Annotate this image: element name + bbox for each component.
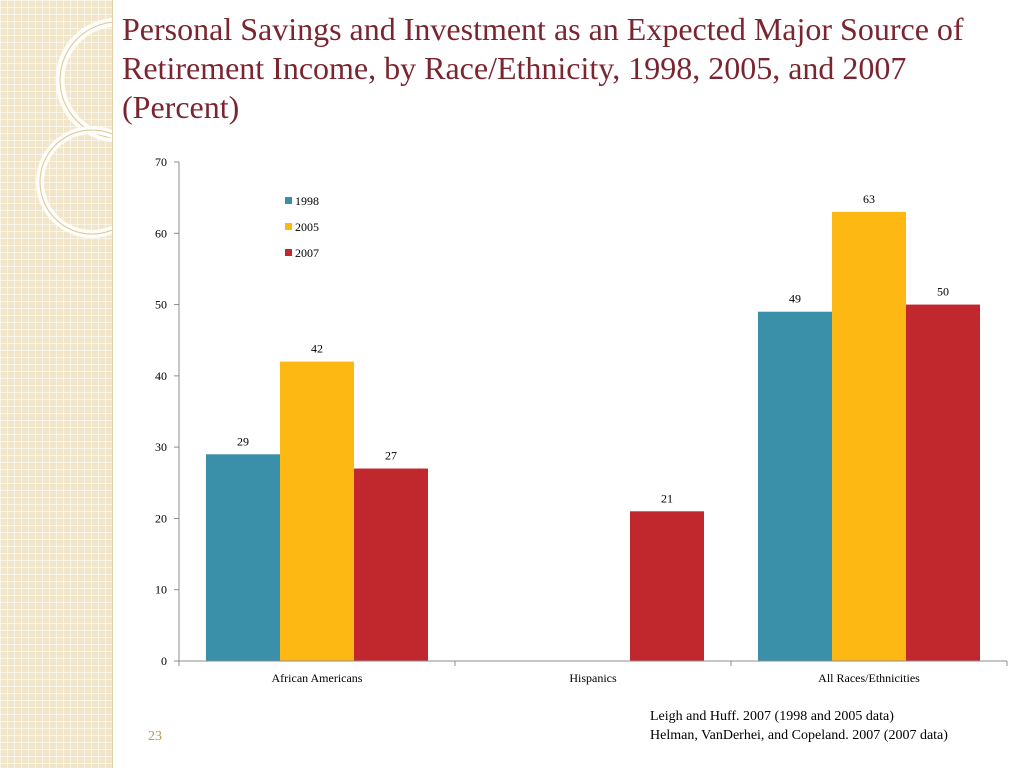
data-label: 21 [661, 491, 673, 505]
page-number: 23 [148, 729, 162, 744]
legend-label: 1998 [295, 194, 319, 208]
source-note: Leigh and Huff. 2007 (1998 and 2005 data… [650, 707, 948, 745]
y-tick-label: 50 [155, 298, 167, 312]
x-tick-label: All Races/Ethnicities [818, 671, 920, 685]
y-tick-label: 20 [155, 511, 167, 525]
data-label: 27 [385, 449, 397, 463]
data-label: 42 [311, 342, 323, 356]
bar-2007 [906, 304, 980, 661]
bar-2007 [354, 468, 428, 661]
data-label: 50 [937, 285, 949, 299]
y-tick-label: 40 [155, 369, 167, 383]
data-label: 29 [237, 434, 249, 448]
data-label: 63 [863, 192, 875, 206]
bar-2007 [630, 511, 704, 661]
chart-legend: 1998 2005 2007 [285, 194, 319, 260]
legend-swatch [285, 197, 292, 204]
bar-series [206, 211, 980, 661]
bar-2005 [280, 361, 354, 661]
y-tick-label: 0 [161, 654, 167, 668]
source-line-2: Helman, VanDerhei, and Copeland. 2007 (2… [650, 728, 948, 743]
y-tick-label: 10 [155, 583, 167, 597]
bar-2005 [832, 211, 906, 661]
y-tick-label: 70 [155, 155, 167, 169]
y-tick-label: 30 [155, 440, 167, 454]
slide-title: Personal Savings and Investment as an Ex… [122, 11, 964, 125]
data-label: 49 [789, 292, 801, 306]
legend-label: 2005 [295, 220, 319, 234]
legend-label: 2007 [295, 246, 319, 260]
decorative-side-band [0, 0, 181, 768]
y-tick-label: 60 [155, 226, 167, 240]
y-axis-ticks: 0 10 20 30 40 50 60 70 [155, 155, 179, 668]
bar-chart: 0 10 20 30 40 50 60 70 29 42 27 21 49 63 50 African A… [155, 155, 1008, 685]
data-labels: 29 42 27 21 49 63 50 [237, 192, 949, 505]
chart-axes [178, 162, 1008, 666]
legend-swatch [285, 223, 292, 230]
bar-1998 [206, 454, 280, 661]
x-tick-label: African Americans [272, 671, 363, 685]
source-line-1: Leigh and Huff. 2007 (1998 and 2005 data… [650, 709, 894, 724]
x-tick-label: Hispanics [569, 671, 617, 685]
x-axis-labels: African Americans Hispanics All Races/Ethn… [272, 671, 921, 685]
legend-swatch [285, 249, 292, 256]
bar-1998 [758, 311, 832, 661]
